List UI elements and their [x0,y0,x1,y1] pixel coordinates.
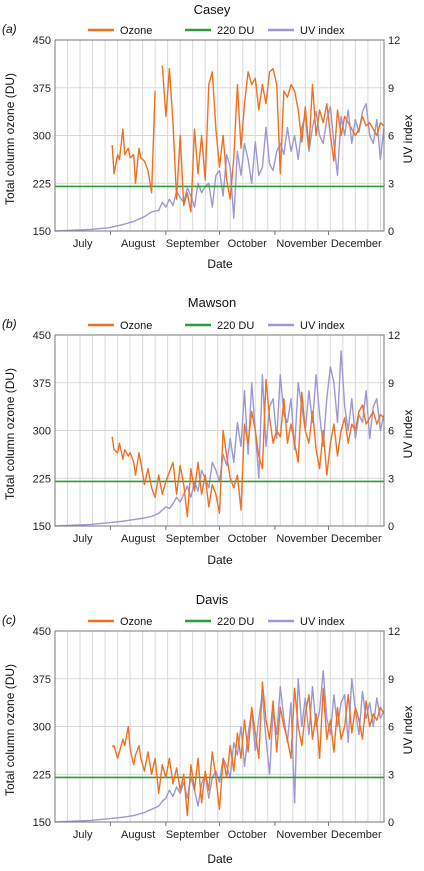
y-tick-label: 375 [33,378,51,390]
series-uv-index [54,350,385,527]
panel-label: (b) [2,317,17,331]
chart-title: Davis [196,592,229,607]
y2-tick-label: 3 [388,473,394,485]
series-ozone [111,681,385,817]
x-tick-label: August [121,238,155,250]
x-tick-label: October [228,829,267,841]
panel-davis: Davis (c) Ozone 220 DU UV index 150 225 300 3… [2,592,415,866]
legend-label: UV index [300,25,345,37]
x-tick-label: October [228,238,267,250]
legend-label: Ozone [120,320,152,332]
x-tick-label: November [276,829,327,841]
y-tick-label: 150 [33,817,51,829]
y2-tick-label: 6 [388,131,394,143]
x-tick-label: September [166,533,220,545]
y2-tick-label: 3 [388,178,394,190]
legend-label: 220 DU [217,616,254,628]
y-tick-label: 150 [33,521,51,533]
y2-tick-label: 9 [388,378,394,390]
series-uv-index [54,670,385,823]
legend: Ozone 220 DU UV index [88,616,345,628]
y-tick-label: 375 [33,674,51,686]
y-tick-label: 225 [33,178,51,190]
y2-axis-label: UV index [401,410,415,459]
y2-tick-label: 0 [388,226,394,238]
x-tick-label: September [166,238,220,250]
y-tick-label: 225 [33,473,51,485]
y-tick-label: 225 [33,769,51,781]
y2-tick-label: 9 [388,674,394,686]
legend: Ozone 220 DU UV index [88,25,345,37]
y-axis-label: Total column ozone (DU) [3,368,17,500]
x-tick-label: October [228,533,267,545]
x-tick-label: September [166,829,220,841]
x-tick-label: August [121,829,155,841]
y2-axis-label: UV index [401,115,415,164]
y2-tick-label: 9 [388,83,394,95]
y-tick-label: 150 [33,226,51,238]
legend-label: UV index [300,616,345,628]
y2-tick-label: 0 [388,817,394,829]
plot-area: 150 225 300 375 450 0 3 6 9 12 July August September… [33,35,401,250]
plot-area: 150 225 300 375 450 0 3 6 9 12 July August September… [33,330,401,545]
x-tick-label: December [331,533,382,545]
x-axis-label: Date [207,553,233,567]
y2-tick-label: 12 [388,35,400,47]
legend-label: 220 DU [217,320,254,332]
x-tick-label: July [73,238,93,250]
y-tick-label: 375 [33,83,51,95]
y-tick-label: 300 [33,426,51,438]
plot-frame [54,630,385,823]
y2-tick-label: 12 [388,626,400,638]
x-axis-label: Date [207,852,233,866]
plot-area: 150 225 300 375 450 0 3 6 9 12 July August September… [33,626,401,841]
x-tick-label: July [73,829,93,841]
y2-axis-label: UV index [401,706,415,755]
plot-frame [54,39,385,232]
y-axis-label: Total column ozone (DU) [3,73,17,205]
series-ozone [111,65,385,213]
panel-label: (a) [2,22,17,36]
y2-tick-label: 12 [388,330,400,342]
panel-label: (c) [2,613,16,627]
legend-label: Ozone [120,616,152,628]
y2-tick-label: 3 [388,769,394,781]
x-tick-label: November [276,238,327,250]
y-axis-label: Total column ozone (DU) [3,664,17,796]
y-tick-label: 300 [33,131,51,143]
y-tick-label: 450 [33,330,51,342]
chart-title: Casey [194,2,231,17]
legend-label: Ozone [120,25,152,37]
y2-tick-label: 6 [388,426,394,438]
series-uv-index [54,103,385,232]
plot-frame [54,334,385,527]
x-tick-label: November [276,533,327,545]
panel-mawson: Mawson (b) Ozone 220 DU UV index 150 225 300… [2,295,415,567]
chart-title: Mawson [188,295,236,310]
series-ozone [111,378,385,518]
x-axis-label: Date [207,257,233,271]
y2-tick-label: 6 [388,722,394,734]
x-tick-label: July [73,533,93,545]
y-tick-label: 450 [33,626,51,638]
y-tick-label: 450 [33,35,51,47]
x-tick-label: August [121,533,155,545]
legend-label: 220 DU [217,25,254,37]
legend: Ozone 220 DU UV index [88,320,345,332]
y-tick-label: 300 [33,722,51,734]
panel-casey: Casey (a) Ozone 220 DU UV index 150 225 300 3… [2,2,415,271]
legend-label: UV index [300,320,345,332]
x-tick-label: December [331,829,382,841]
y2-tick-label: 0 [388,521,394,533]
x-tick-label: December [331,238,382,250]
